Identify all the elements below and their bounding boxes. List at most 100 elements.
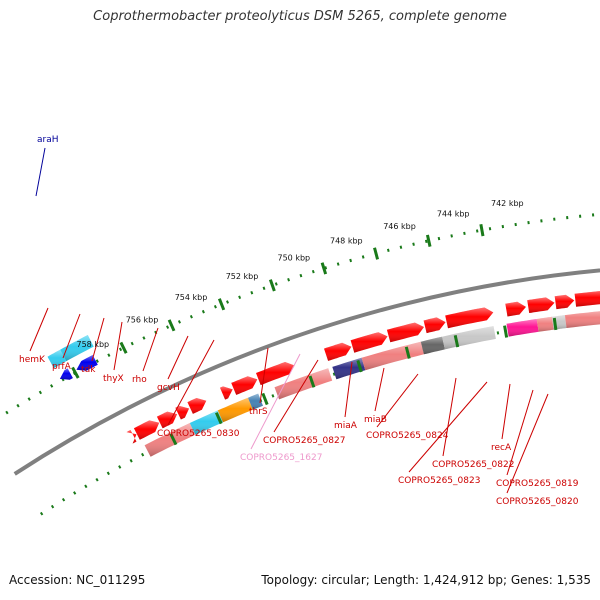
leader-line — [62, 313, 81, 359]
gene-red-arrow-2-shade — [156, 411, 178, 429]
gene-block-7-shade — [420, 336, 445, 355]
gene-label-copro5265_0822: COPRO5265_0822 — [432, 460, 514, 470]
gene-label-arah: araH — [37, 135, 59, 145]
gene-block-9-shade — [506, 319, 539, 337]
gene-label-thyx: thyX — [103, 374, 124, 384]
gene-block-5-shade — [332, 357, 366, 380]
kbp-label: 748 kbp — [330, 237, 363, 246]
leader-line — [506, 393, 549, 494]
leader-line — [442, 377, 457, 457]
gene-block-0-shade — [144, 423, 196, 457]
gene-label-rho: rho — [132, 375, 147, 385]
gene-label-hemk: hemK — [19, 355, 46, 365]
gene-red-arrow-0-shade — [126, 430, 137, 444]
scale-tick-inner — [169, 433, 178, 446]
leader-line — [408, 381, 488, 473]
scale-tick — [479, 223, 485, 237]
leader-line-arah — [35, 147, 46, 197]
kbp-label: 742 kbp — [491, 199, 524, 208]
gene-red-arrow-10-shade — [386, 322, 424, 343]
scale-tick — [373, 247, 380, 260]
leader-line — [250, 353, 301, 450]
scale-ring-inner — [39, 317, 600, 516]
gene-label-thrs: thrS — [249, 407, 268, 417]
leader-line — [374, 367, 385, 412]
gene-red-arrow-3-shade — [175, 405, 190, 420]
gene-red-arrow-13-shade — [505, 301, 526, 317]
kbp-label: 756 kbp — [126, 315, 159, 324]
gene-label-copro5265_0820: COPRO5265_0820 — [496, 497, 579, 507]
gene-red-arrow-11-shade — [423, 317, 446, 334]
gene-red-arrow-5-shade — [220, 386, 233, 400]
kbp-label: 744 kbp — [437, 210, 470, 219]
leader-line — [113, 321, 123, 371]
gene-red-arrow-16-shade — [574, 291, 600, 307]
scale-tick-inner — [503, 325, 509, 338]
leader-line — [167, 335, 189, 380]
topology-text: Topology: circular; Length: 1,424,912 bp… — [261, 573, 591, 587]
leader-line — [259, 347, 269, 404]
scale-tick — [320, 262, 328, 275]
kbp-label: 758 kbp — [77, 340, 110, 349]
gene-red-arrow-15-shade — [554, 294, 575, 310]
kbp-label: 752 kbp — [226, 272, 259, 281]
gene-label-reca: recA — [491, 443, 512, 453]
scale-tick-inner — [356, 360, 363, 373]
scale-tick-inner — [261, 392, 269, 406]
scale-tick — [71, 366, 80, 379]
gene-label-tdk: tdk — [81, 365, 96, 375]
leader-line — [142, 327, 159, 372]
gene-label-prfa: prfA — [52, 362, 72, 372]
gene-block-10-shade — [536, 316, 554, 332]
scale-tick — [167, 319, 176, 332]
gene-red-arrow-7-shade — [256, 362, 295, 386]
leader-line — [506, 389, 534, 476]
gene-label-copro5265_0819: COPRO5265_0819 — [496, 479, 579, 489]
gene-label-miaa: miaA — [334, 421, 358, 431]
scale-ring-outer — [0, 212, 600, 419]
leader-line — [501, 383, 511, 440]
scale-tick — [217, 298, 226, 311]
gene-red-arrow-14-shade — [527, 297, 555, 313]
scale-tick-inner — [308, 375, 316, 388]
scale-tick-inner — [214, 412, 223, 425]
kbp-label: 754 kbp — [175, 293, 208, 302]
kbp-label: 750 kbp — [278, 253, 311, 262]
scale-tick-inner — [552, 317, 558, 331]
gene-cyan-araH-shade — [60, 335, 94, 362]
gene-label-gcvh: gcvH — [157, 383, 180, 393]
leader-line — [29, 307, 49, 352]
gene-label-copro5265_0823: COPRO5265_0823 — [398, 476, 480, 486]
gene-red-arrow-6-shade — [231, 376, 258, 395]
genome-title: Coprothermobacter proteolyticus DSM 5265… — [93, 9, 507, 24]
gene-block-12-shade — [564, 311, 600, 328]
gene-block-6-shade — [361, 341, 424, 371]
scale-tick — [268, 279, 276, 292]
gene-red-arrow-8-shade — [324, 342, 352, 361]
gene-label-copro5265_0830: COPRO5265_0830 — [157, 429, 240, 439]
scale-tick-inner — [453, 334, 460, 348]
leader-line — [376, 373, 419, 428]
scale-tick — [425, 234, 432, 247]
gene-red-arrow-12-shade — [445, 307, 494, 329]
gene-block-2-shade — [217, 397, 253, 423]
scale-tick-inner — [404, 346, 411, 359]
gene-label-copro5265_1627: COPRO5265_1627 — [240, 453, 322, 463]
gene-red-arrow-1-shade — [133, 420, 160, 440]
leader-line — [167, 339, 215, 426]
leader-line — [273, 359, 319, 433]
gene-label-copro5265_0827: COPRO5265_0827 — [263, 436, 345, 446]
kbp-label: 746 kbp — [383, 222, 416, 231]
gene-label-copro5265_0824: COPRO5265_0824 — [366, 431, 449, 441]
leader-line — [91, 317, 105, 362]
gene-label-miab: miaB — [364, 415, 387, 425]
gene-cyan-left-shade — [47, 349, 67, 368]
gene-block-1-shade — [189, 410, 223, 435]
scale-tick — [119, 341, 128, 354]
gene-red-arrow-4-shade — [187, 398, 207, 414]
gene-block-3-shade — [248, 393, 263, 410]
gene-block-8-shade — [442, 326, 496, 350]
gene-blue-left-shade — [59, 368, 73, 380]
leader-line — [344, 361, 353, 418]
